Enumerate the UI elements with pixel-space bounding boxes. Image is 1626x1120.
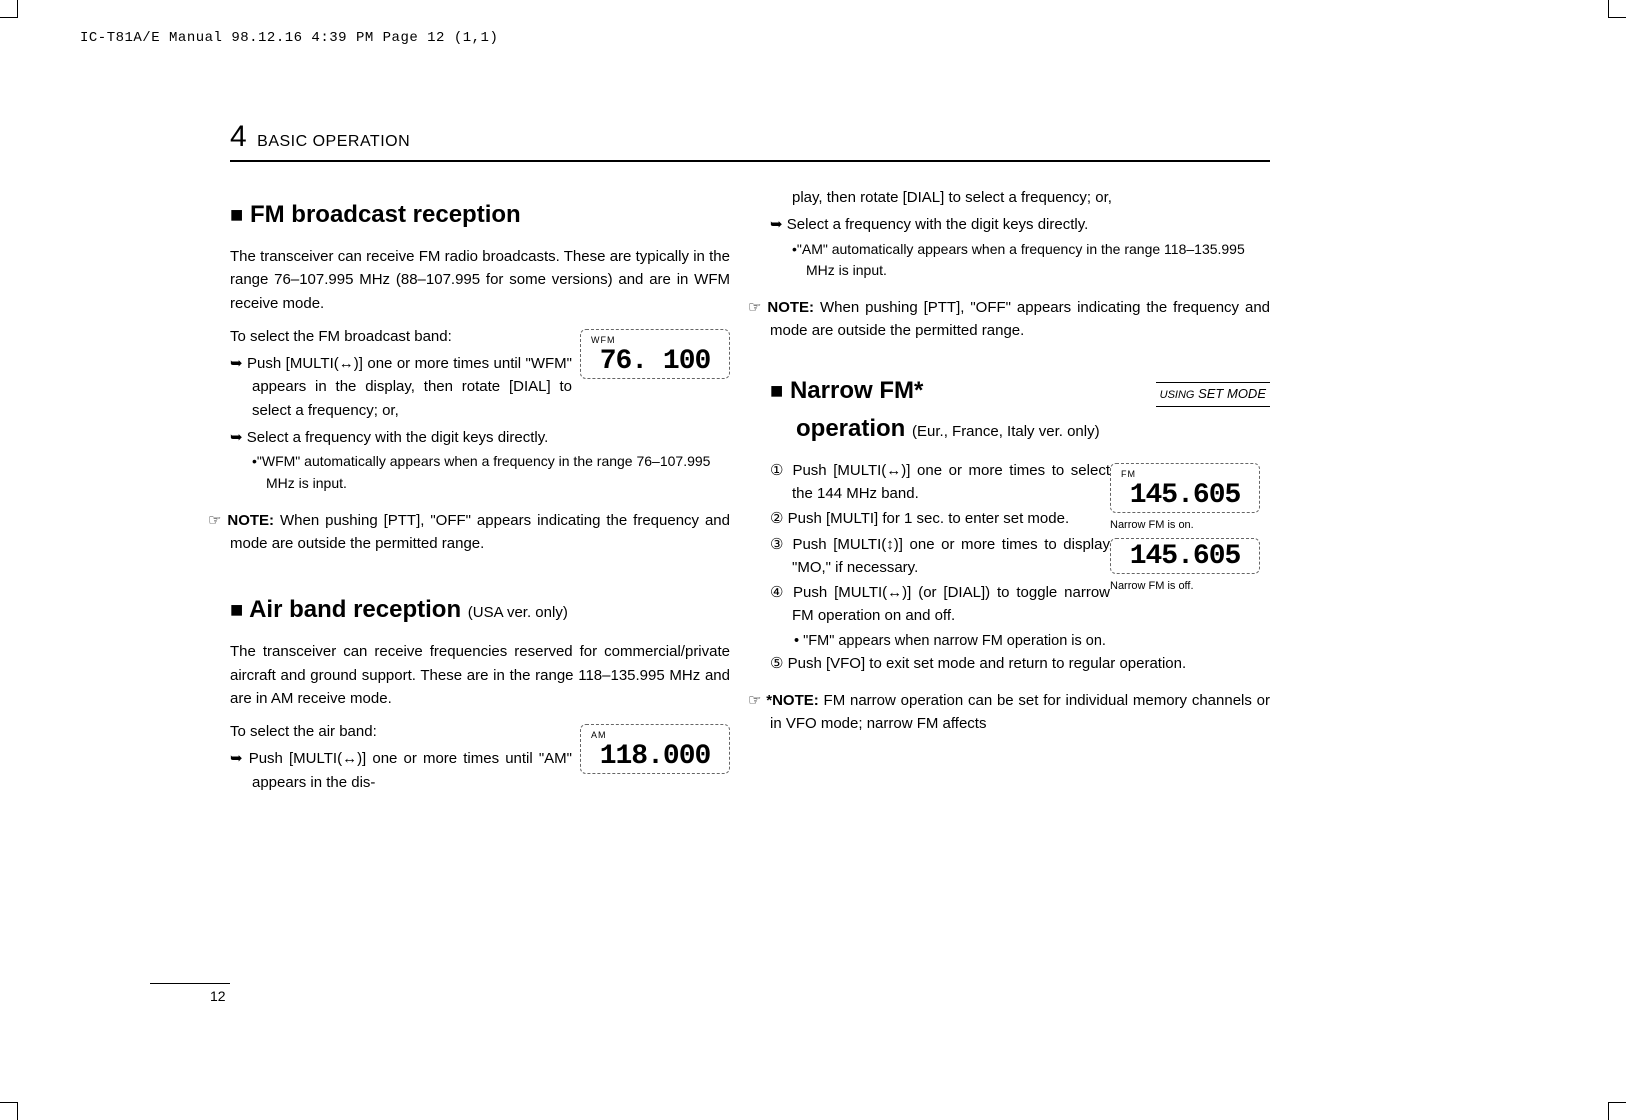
air-step2-sub: •"AM" automatically appears when a frequ… (806, 239, 1270, 282)
narrow-title2-text: operation (796, 415, 905, 442)
narrow-step5: ⑤ Push [VFO] to exit set mode and return… (792, 652, 1270, 675)
air-cont: play, then rotate [DIAL] to select a fre… (792, 186, 1270, 209)
lcd-narrow-on-digits: 145.605 (1121, 482, 1249, 510)
page-number: 12 (210, 988, 226, 1004)
page-number-rule (150, 983, 230, 984)
crop-mark (0, 1102, 18, 1120)
section-fm-title: ■ FM broadcast reception (230, 196, 730, 233)
lcd-narrow-off-caption: Narrow FM is off. (1110, 578, 1270, 595)
air-title-sub: (USA ver. only) (468, 604, 568, 621)
set-mode-badge: USING SET MODE (1156, 382, 1270, 406)
fm-step2-sub: •"WFM" automatically appears when a freq… (266, 451, 730, 494)
fm-note: NOTE: NOTE: When pushing [PTT], "OFF" ap… (230, 509, 730, 556)
lcd-am-digits: 118.000 (591, 743, 719, 771)
lcd-am: AM 118.000 (580, 724, 730, 774)
air-intro: The transceiver can receive frequencies … (230, 640, 730, 710)
lcd-narrow-off: 145.605 (1110, 538, 1260, 574)
crop-mark (0, 0, 18, 18)
narrow-step4-sub: • "FM" appears when narrow FM operation … (806, 630, 1270, 652)
air-title-text: Air band reception (249, 596, 461, 623)
lcd-narrow-off-digits: 145.605 (1121, 543, 1249, 571)
crop-mark (1608, 0, 1626, 18)
divider (230, 160, 1270, 162)
right-column: play, then rotate [DIAL] to select a fre… (770, 186, 1270, 794)
narrow-note: *NOTE: FM narrow operation can be set fo… (770, 689, 1270, 736)
left-column: ■ FM broadcast reception The transceiver… (230, 186, 730, 794)
air-step2: Select a frequency with the digit keys d… (792, 213, 1270, 236)
air-note: NOTE: When pushing [PTT], "OFF" appears … (770, 296, 1270, 343)
section-narrow-title2: operation (Eur., France, Italy ver. only… (770, 410, 1270, 447)
lcd-wfm: WFM 76. 100 (580, 329, 730, 379)
page-content: 4 BASIC OPERATION ■ FM broadcast recepti… (230, 120, 1270, 794)
print-header: IC-T81A/E Manual 98.12.16 4:39 PM Page 1… (80, 30, 498, 46)
narrow-steps2: ⑤ Push [VFO] to exit set mode and return… (770, 652, 1270, 675)
lcd-narrow-on: FM 145.605 (1110, 463, 1260, 513)
lcd-wfm-digits: 76. 100 (591, 348, 719, 376)
lcd-narrow-on-caption: Narrow FM is on. (1110, 517, 1270, 534)
lcd-narrow-block: FM 145.605 Narrow FM is on. 145.605 Narr… (1110, 459, 1270, 595)
narrow-title-sub: (Eur., France, Italy ver. only) (912, 423, 1100, 440)
fm-title-text: FM broadcast reception (250, 201, 521, 228)
crop-mark (1608, 1102, 1626, 1120)
narrow-title1-text: Narrow FM* (790, 377, 923, 404)
set-mode-text: SET MODE (1198, 386, 1266, 401)
chapter-title: BASIC OPERATION (257, 133, 410, 151)
fm-intro: The transceiver can receive FM radio bro… (230, 245, 730, 315)
chapter-header: 4 BASIC OPERATION (230, 120, 1270, 154)
section-air-title: ■ Air band reception (USA ver. only) (230, 591, 730, 628)
set-mode-small: USING (1160, 389, 1195, 401)
chapter-number: 4 (230, 120, 247, 154)
fm-step2: Select a frequency with the digit keys d… (252, 426, 730, 449)
